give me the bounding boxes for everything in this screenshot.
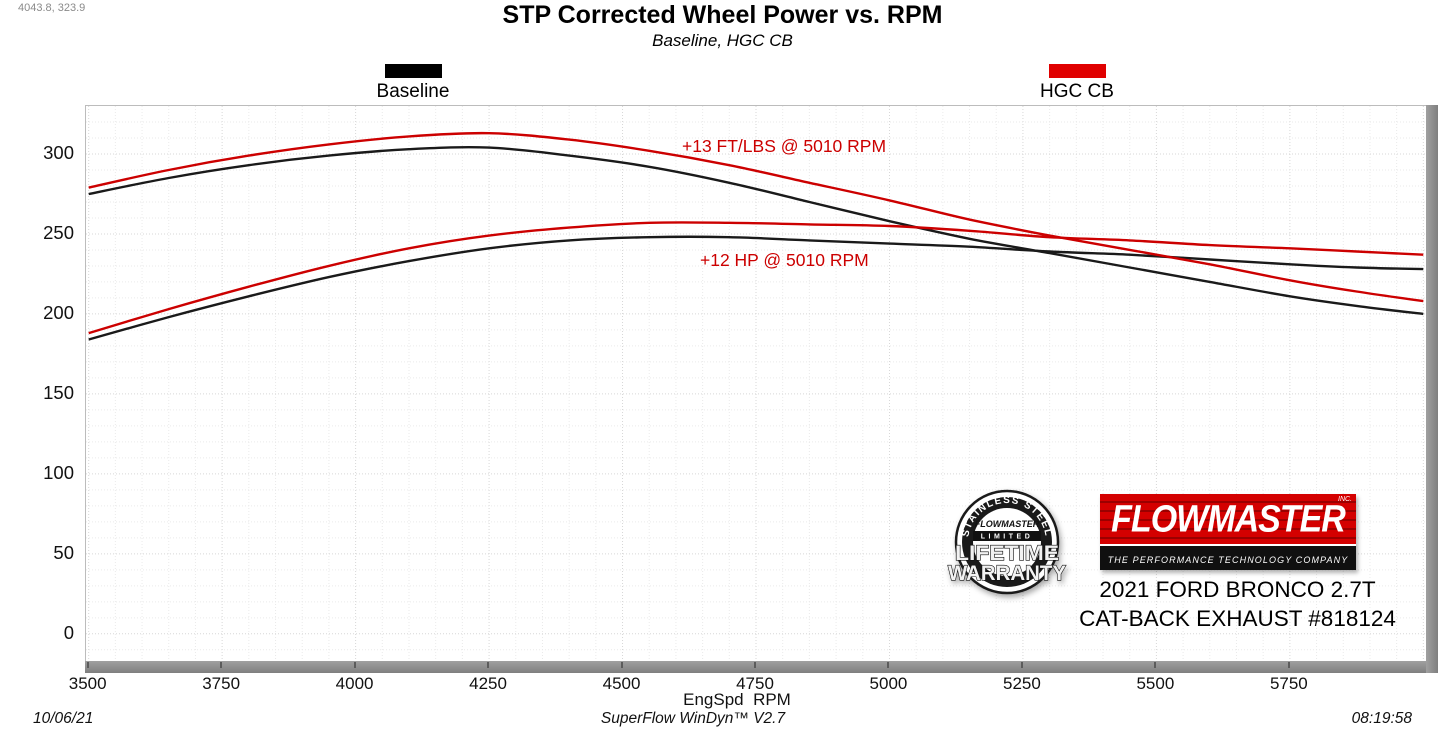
vehicle-line-2: CAT-BACK EXHAUST #818124 — [1079, 606, 1396, 631]
legend-item-baseline: Baseline — [343, 64, 483, 103]
x-tick-label: 4000 — [335, 674, 374, 693]
y-tick-label: 250 — [43, 221, 74, 243]
legend-label-hgc-cb: HGC CB — [1040, 81, 1114, 102]
curve-baseline-power-hp- — [88, 235, 1424, 341]
y-axis-labels: 0 50 100 150 200 250 300 — [12, 0, 74, 740]
footer-app-name: SuperFlow WinDyn™ V2.7 — [600, 710, 786, 727]
y-tick-label: 200 — [43, 301, 74, 323]
y-tick-label: 100 — [43, 461, 74, 483]
x-axis-tick — [1287, 662, 1290, 668]
footer-date: 10/06/21 — [33, 710, 94, 727]
x-tick-label: 5000 — [869, 674, 908, 693]
y-tick-label: 150 — [43, 381, 74, 403]
curve-baseline-torque-ft-lbs- — [88, 146, 1424, 316]
curve-hgc-cb-torque-ft-lbs- — [88, 131, 1424, 303]
lifetime-warranty-badge: STAINLESS STEEL FLOWMASTER LIMITED LIFET… — [947, 489, 1067, 595]
flowmaster-tagline: THE PERFORMANCE TECHNOLOGY COMPANY — [1107, 555, 1349, 565]
y-tick-label: 300 — [43, 141, 74, 163]
badge-lifetime-text: LIFETIME — [955, 542, 1059, 565]
x-axis-tick — [86, 662, 89, 668]
flowmaster-logo: FLOWMASTER INC. THE PERFORMANCE TECHNOLO… — [1100, 494, 1356, 570]
badge-limited-bar — [973, 531, 1041, 541]
annotation-torque-gain: +13 FT/LBS @ 5010 RPM — [682, 136, 887, 156]
x-axis-tick — [1020, 662, 1023, 668]
x-tick-label: 5250 — [1003, 674, 1041, 693]
right-axis-bar — [1426, 105, 1438, 673]
x-tick-label: 5750 — [1269, 674, 1308, 693]
chart-title: STP Corrected Wheel Power vs. RPM — [502, 1, 943, 29]
x-axis-title: EngSpd RPM — [683, 690, 791, 709]
chart-subtitle: Baseline, HGC CB — [652, 31, 793, 50]
x-axis-tick — [754, 662, 756, 668]
x-tick-label: 4250 — [469, 674, 507, 693]
x-tick-label: 3500 — [68, 674, 107, 693]
x-tick-label: 4750 — [736, 674, 774, 693]
legend-label-baseline: Baseline — [376, 81, 450, 102]
flowmaster-inc-text: INC. — [1338, 496, 1352, 503]
y-tick-label: 50 — [53, 541, 74, 563]
badge-flowmaster-text: FLOWMASTER — [975, 519, 1040, 529]
x-axis-tick — [487, 662, 490, 668]
x-tick-label: 4500 — [602, 674, 641, 693]
x-axis-tick — [353, 662, 356, 668]
x-axis-tick — [887, 662, 890, 668]
footer-time: 08:19:58 — [1351, 710, 1412, 727]
flowmaster-logo-red-band: FLOWMASTER INC. — [1100, 494, 1356, 546]
vehicle-line-1: 2021 FORD BRONCO 2.7T — [1099, 577, 1376, 602]
vehicle-caption: 2021 FORD BRONCO 2.7T CAT-BACK EXHAUST #… — [1050, 575, 1425, 633]
hgc-cb-color-swatch — [1048, 64, 1106, 78]
x-axis-labels: 3500 3750 4000 4250 4500 4750 5000 5250 5500 5750 — [0, 674, 1445, 694]
x-axis-bar — [85, 661, 1438, 673]
badge-warranty-text: WARRANTY — [948, 562, 1066, 585]
cursor-readout: 4043.8, 323.9 — [18, 2, 86, 14]
baseline-color-swatch — [384, 64, 442, 78]
x-tick-label: 5500 — [1136, 674, 1175, 693]
y-tick-label: 0 — [63, 621, 74, 643]
legend-item-hgc-cb: HGC CB — [1007, 64, 1147, 103]
x-tick-label: 3750 — [202, 674, 241, 693]
flowmaster-wordmark: FLOWMASTER — [1111, 497, 1346, 540]
x-axis-tick — [620, 662, 623, 668]
curve-hgc-cb-power-hp- — [88, 221, 1424, 335]
x-axis-tick — [220, 662, 223, 668]
badge-limited-text: LIMITED — [981, 534, 1034, 541]
badge-inner-circle — [973, 508, 1041, 576]
annotation-power-gain: +12 HP @ 5010 RPM — [700, 250, 869, 270]
x-axis-tick — [1154, 662, 1157, 668]
